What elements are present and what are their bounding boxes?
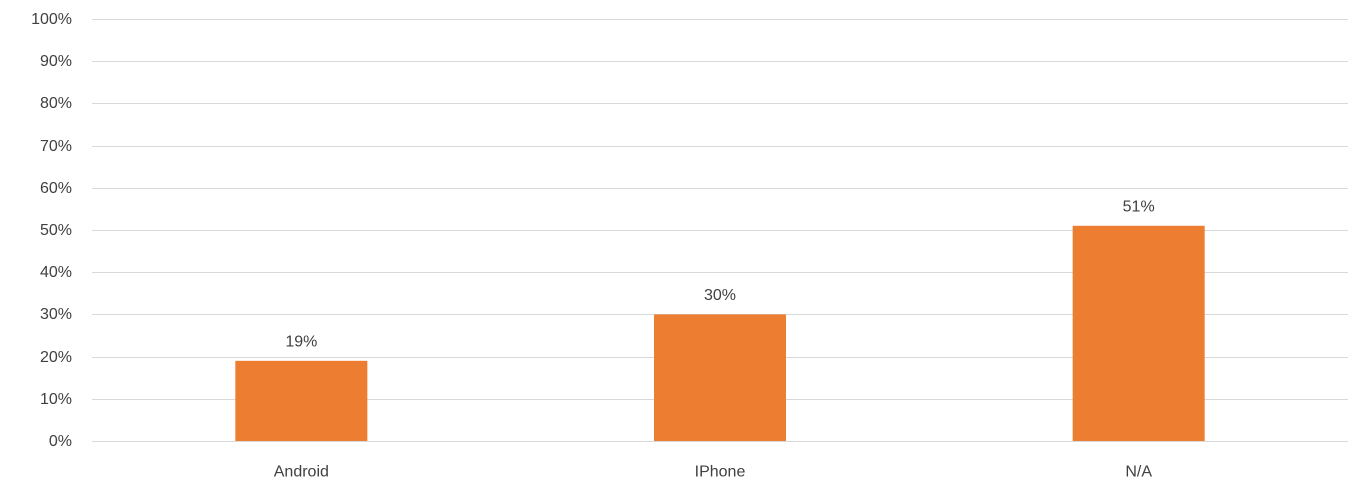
data-label: 51% — [1123, 198, 1155, 215]
data-label: 19% — [285, 333, 317, 350]
y-tick-label: 90% — [40, 53, 72, 70]
x-tick-label: Android — [274, 464, 329, 481]
x-tick-label: IPhone — [695, 464, 746, 481]
y-tick-label: 20% — [40, 349, 72, 366]
y-tick-label: 100% — [31, 11, 72, 28]
data-labels: 19% 30% 51% — [285, 198, 1154, 350]
y-tick-label: 60% — [40, 180, 72, 197]
y-tick-label: 80% — [40, 95, 72, 112]
y-tick-label: 0% — [49, 433, 72, 450]
bar — [654, 314, 786, 441]
x-axis-tick-labels: Android IPhone N/A — [274, 464, 1153, 481]
bar — [235, 360, 368, 441]
y-axis-tick-labels: 0% 10% 20% 30% 40% 50% 60% 70% 80% 90% 100% — [31, 11, 72, 450]
y-tick-label: 10% — [40, 391, 72, 408]
y-tick-label: 40% — [40, 264, 72, 281]
y-tick-label: 70% — [40, 138, 72, 155]
data-label: 30% — [704, 287, 736, 304]
bars — [235, 225, 1205, 441]
y-tick-label: 50% — [40, 222, 72, 239]
bar — [1072, 225, 1205, 441]
x-tick-label: N/A — [1125, 464, 1152, 481]
y-tick-label: 30% — [40, 306, 72, 323]
